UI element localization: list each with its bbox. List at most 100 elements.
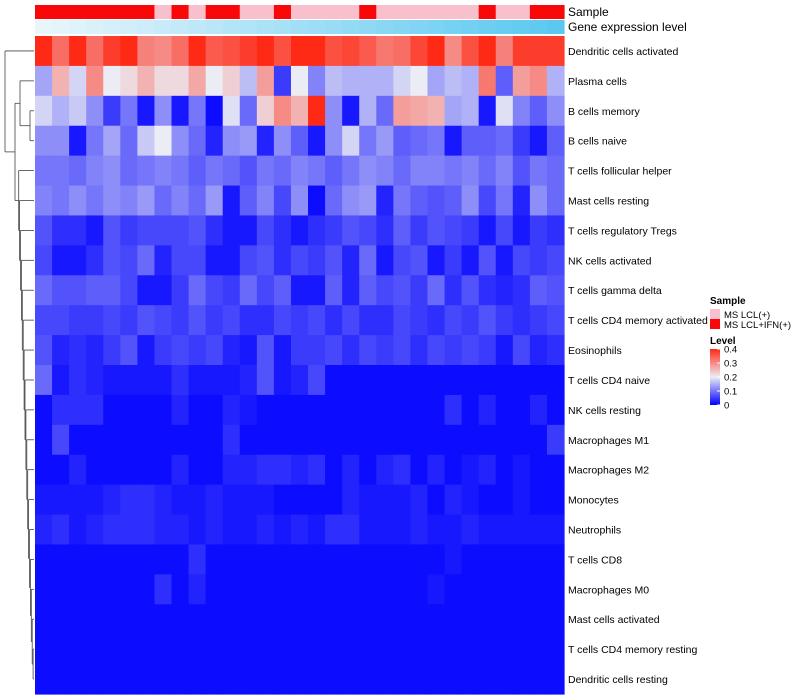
heatmap-cell — [308, 634, 326, 665]
heatmap-cell — [154, 664, 173, 695]
heatmap-cell — [222, 155, 241, 187]
heatmap-cell — [222, 514, 241, 546]
heatmap-cell — [529, 484, 548, 516]
heatmap-cell — [359, 245, 377, 276]
heatmap-cell — [546, 574, 565, 605]
heatmap-cell — [35, 36, 53, 67]
heatmap-cell — [239, 95, 258, 127]
heatmap-cell — [478, 484, 497, 516]
heatmap-cell — [256, 155, 275, 187]
heatmap-cell — [154, 514, 173, 546]
heatmap-cell — [359, 215, 377, 246]
heatmap-cell — [359, 125, 377, 157]
heatmap-cell — [359, 424, 377, 456]
expression-annotation-cell — [410, 20, 429, 34]
heatmap-cell — [342, 335, 360, 366]
heatmap-cell — [461, 454, 480, 486]
heatmap-cell — [308, 454, 326, 486]
heatmap-cell — [154, 36, 173, 67]
expression-annotation-cell — [325, 20, 343, 34]
heatmap-cell — [120, 155, 138, 187]
heatmap-cell — [35, 365, 53, 396]
heatmap-cell — [222, 424, 241, 456]
heatmap-cell — [239, 365, 258, 396]
heatmap-cell — [120, 604, 138, 635]
heatmap-cell — [410, 574, 429, 605]
heatmap-cell — [410, 215, 429, 246]
sample-annotation-cell — [154, 5, 173, 19]
heatmap-cell — [103, 245, 121, 276]
heatmap-cell — [273, 215, 292, 246]
heatmap-cell — [52, 544, 70, 575]
heatmap-cell — [461, 95, 480, 127]
heatmap-cell — [205, 484, 224, 516]
heatmap-cell — [239, 484, 258, 516]
heatmap-cell — [393, 604, 412, 635]
heatmap-cell — [86, 664, 104, 695]
heatmap-cell — [376, 574, 394, 605]
heatmap-cell — [308, 544, 326, 575]
heatmap-cell — [222, 305, 241, 336]
heatmap-cell — [410, 185, 429, 217]
heatmap-cell — [546, 424, 565, 456]
heatmap-cell — [103, 394, 121, 426]
heatmap-cell — [461, 604, 480, 635]
heatmap-cell — [35, 604, 53, 635]
heatmap-cell — [529, 664, 548, 695]
heatmap-cell — [188, 335, 207, 366]
expression-annotation-cell — [342, 20, 360, 34]
heatmap-cell — [171, 664, 190, 695]
heatmap-cell — [69, 155, 87, 187]
expression-annotation-label: Gene expression level — [568, 20, 687, 34]
heatmap-cell — [290, 634, 309, 665]
row-label-eosinophils: Eosinophils — [568, 345, 622, 357]
heatmap-cell — [325, 604, 343, 635]
heatmap-cell — [103, 664, 121, 695]
heatmap-cell — [103, 275, 121, 306]
heatmap-cell — [495, 245, 514, 276]
heatmap-cell — [137, 185, 156, 217]
heatmap-cell — [137, 454, 156, 486]
sample-annotation-label: Sample — [568, 5, 609, 19]
heatmap-cell — [273, 514, 292, 546]
heatmap-cell — [188, 215, 207, 246]
heatmap-cell — [444, 574, 463, 605]
row-label-t-cells-cd4-memory-resting: T cells CD4 memory resting — [568, 644, 697, 656]
row-label-nk-cells-activated: NK cells activated — [568, 255, 652, 267]
heatmap-cell — [239, 155, 258, 187]
heatmap-cell — [154, 275, 173, 306]
heatmap-cell — [103, 95, 121, 127]
heatmap-cell — [529, 574, 548, 605]
heatmap-cell — [410, 454, 429, 486]
heatmap-cell — [393, 305, 412, 336]
heatmap-cell — [393, 484, 412, 516]
heatmap-cell — [410, 634, 429, 665]
heatmap-cell — [461, 125, 480, 157]
heatmap-cell — [376, 365, 394, 396]
heatmap-cell — [52, 95, 70, 127]
heatmap-cell — [137, 664, 156, 695]
heatmap-cell — [137, 634, 156, 665]
heatmap-cell — [69, 544, 87, 575]
heatmap-cell — [359, 95, 377, 127]
heatmap-cell — [376, 95, 394, 127]
heatmap-cell — [171, 95, 190, 127]
heatmap-cell — [222, 454, 241, 486]
heatmap-cell — [325, 125, 343, 157]
legend-level-tick-label: 0 — [724, 401, 729, 412]
heatmap-cell — [495, 484, 514, 516]
legend-swatch-ms-lcl — [710, 309, 720, 319]
expression-annotation-cell — [222, 20, 241, 34]
heatmap-cell — [376, 275, 394, 306]
heatmap-cell — [86, 36, 104, 67]
heatmap-cell — [171, 634, 190, 665]
heatmap-cell — [478, 394, 497, 426]
heatmap-cell — [410, 305, 429, 336]
heatmap-cell — [137, 125, 156, 157]
heatmap-cell — [410, 245, 429, 276]
heatmap-cell — [512, 365, 531, 396]
heatmap-cell — [273, 36, 292, 67]
heatmap-cell — [546, 484, 565, 516]
heatmap-cell — [308, 424, 326, 456]
heatmap-cell — [478, 275, 497, 306]
